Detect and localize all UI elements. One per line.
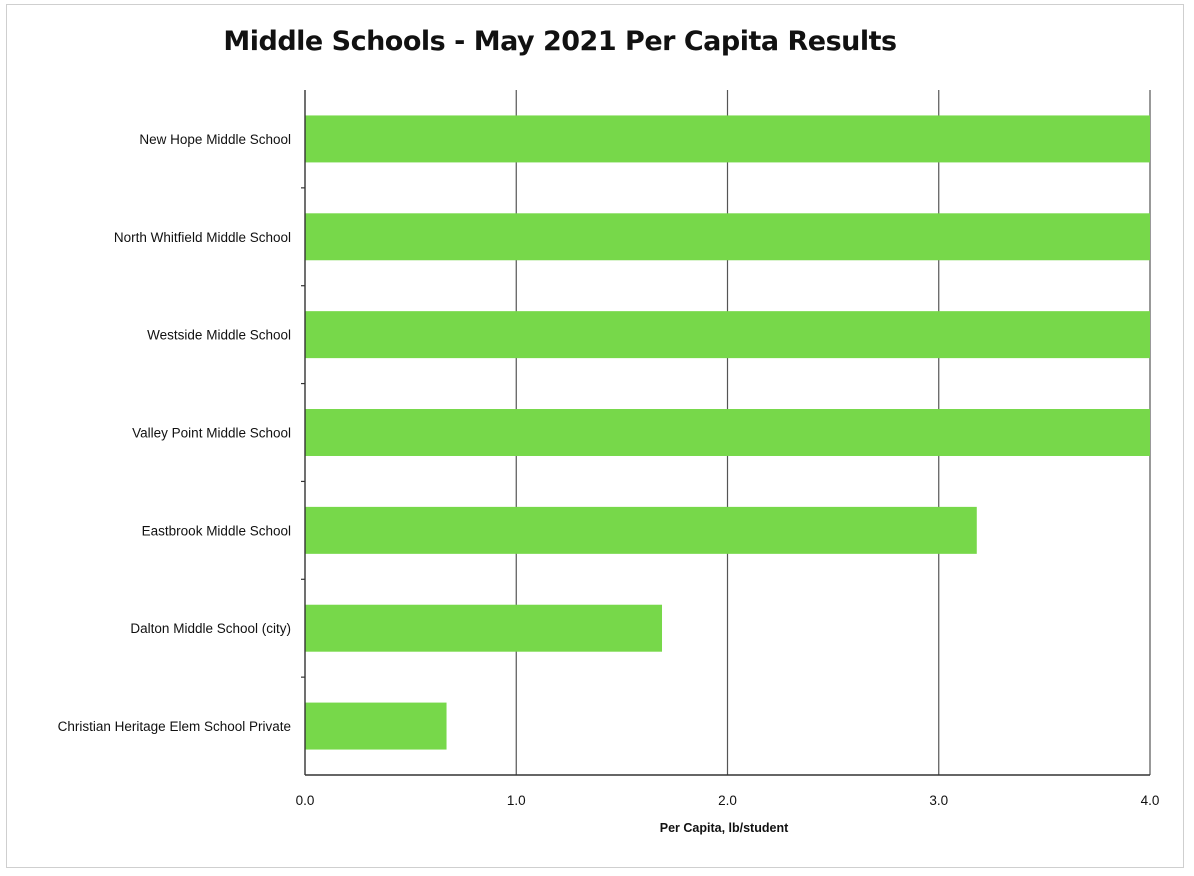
bars	[305, 115, 1150, 750]
bar	[305, 506, 977, 554]
chart-title: Middle Schools - May 2021 Per Capita Res…	[223, 26, 897, 57]
x-tick-label: 0.0	[296, 793, 315, 808]
category-label: New Hope Middle School	[139, 132, 291, 147]
category-label: Eastbrook Middle School	[142, 523, 291, 538]
labels: 0.0 1.0 2.0 3.0 4.0 New Hope Middle School Nor…	[58, 132, 1160, 808]
category-label: Westside Middle School	[147, 328, 291, 343]
category-label: Christian Heritage Elem School Private	[58, 719, 291, 734]
bar	[305, 409, 1150, 456]
category-label: Valley Point Middle School	[132, 426, 291, 441]
x-axis-title: Per Capita, lb/student	[660, 821, 789, 835]
x-tick-label: 4.0	[1141, 793, 1160, 808]
bar	[305, 311, 1150, 359]
bar	[305, 604, 663, 652]
category-label: North Whitfield Middle School	[114, 230, 291, 245]
bar	[305, 702, 447, 750]
bar	[305, 115, 1150, 163]
x-tick-label: 3.0	[929, 793, 948, 808]
x-tick-label: 2.0	[718, 793, 737, 808]
category-label: Dalton Middle School (city)	[130, 621, 291, 636]
bar	[305, 213, 1150, 261]
axes	[301, 90, 1150, 776]
x-tick-label: 1.0	[507, 793, 526, 808]
